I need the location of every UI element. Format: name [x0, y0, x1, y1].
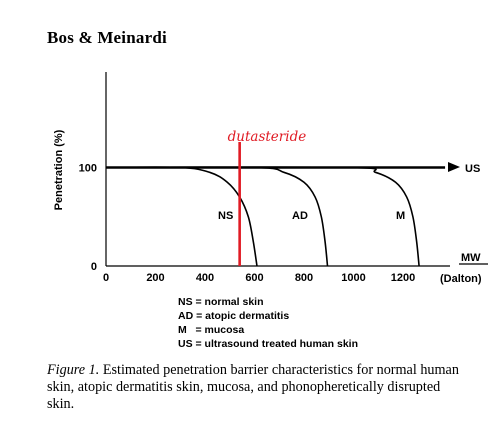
y-tick-label-100: 100: [79, 163, 97, 175]
running-title: Bos & Meinardi: [47, 28, 167, 47]
x-tick-label-800: 800: [295, 272, 313, 284]
curve-ns: [105, 166, 258, 267]
legend: NS = normal skin AD = atopic dermatitis …: [178, 295, 358, 351]
legend-item-us: US = ultrasound treated human skin: [178, 338, 358, 350]
x-tick-label-600: 600: [245, 272, 263, 284]
x-tick-label-200: 200: [146, 272, 164, 284]
x-tick-labels: 0 200 400 600 800 1000 1200: [103, 272, 415, 284]
x-tick-label-1000: 1000: [341, 272, 365, 284]
caption-label: Figure 1.: [47, 362, 100, 378]
figure-caption: Figure 1. Estimated penetration barrier …: [47, 362, 467, 413]
x-axis-label: MW: [461, 252, 481, 264]
us-arrow-head: [448, 162, 460, 172]
y-tick-labels: 0 100: [79, 163, 97, 274]
y-axis-label: Penetration (%): [53, 129, 65, 210]
curves: [105, 166, 446, 267]
x-axis-unit: (Dalton): [440, 273, 482, 285]
dutasteride-label: dutasteride: [228, 129, 307, 145]
x-tick-label-1200: 1200: [391, 272, 415, 284]
legend-item-ns: NS = normal skin: [178, 296, 264, 308]
caption-text: Estimated penetration barrier characteri…: [47, 362, 459, 412]
legend-item-m: M = mucosa: [178, 324, 245, 336]
y-tick-label-0: 0: [91, 261, 97, 273]
series-label-ad: AD: [292, 210, 308, 222]
x-tick-label-0: 0: [103, 272, 109, 284]
legend-item-ad: AD = atopic dermatitis: [178, 310, 290, 322]
series-label-m: M: [396, 210, 405, 222]
penetration-chart: Penetration (%) 0 100 0 200 400 600 800 1000 12…: [53, 72, 488, 285]
curve-m: [105, 166, 420, 267]
x-tick-label-400: 400: [196, 272, 214, 284]
series-label-ns: NS: [218, 210, 233, 222]
series-label-us: US: [465, 163, 480, 175]
